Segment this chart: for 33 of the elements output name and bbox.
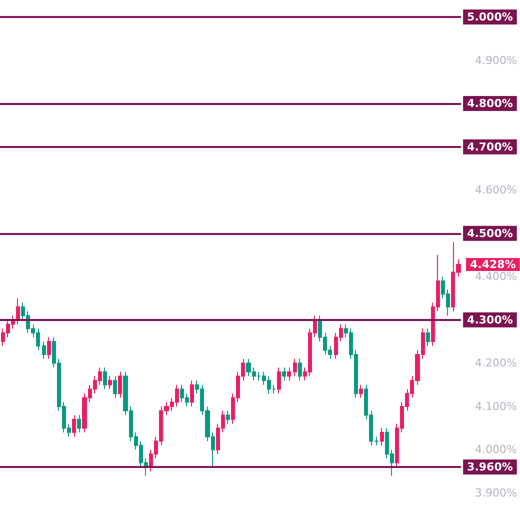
y-tick-label: 4.400% [475, 270, 518, 284]
y-tick-label: 4.600% [475, 184, 518, 197]
ref-line-label: 4.700% [467, 140, 513, 154]
candlestick [108, 376, 112, 390]
candlestick [103, 367, 107, 390]
candlestick [47, 336, 51, 360]
y-tick-label: 4.100% [475, 400, 518, 413]
candlestick [293, 358, 297, 377]
candlestick [287, 367, 291, 381]
candlestick [77, 414, 81, 433]
candlestick [72, 414, 76, 438]
ref-line-label: 5.000% [467, 10, 513, 24]
ref-line-label: 4.800% [467, 97, 513, 110]
candlestick [118, 371, 122, 398]
candlestick [190, 380, 194, 407]
y-tick-label: 4.000% [475, 443, 518, 456]
candlestick [42, 341, 46, 360]
candlestick [380, 428, 384, 446]
candlestick [113, 376, 117, 398]
y-tick-label: 4.900% [475, 54, 518, 67]
ref-line-label: 4.500% [467, 226, 513, 240]
y-tick-label: 4.200% [475, 356, 518, 370]
candlestick [226, 410, 230, 424]
candlestick [298, 358, 302, 381]
ref-line-label: 4.300% [467, 313, 513, 326]
y-tick-label: 3.900% [475, 486, 518, 500]
ref-line-label: 3.960% [467, 460, 513, 474]
candlestick [359, 384, 363, 398]
text: 4.428% [470, 258, 516, 272]
candlestick [426, 328, 430, 346]
candlestick [282, 367, 286, 381]
candlestick [16, 298, 20, 325]
candlestick [277, 367, 281, 394]
